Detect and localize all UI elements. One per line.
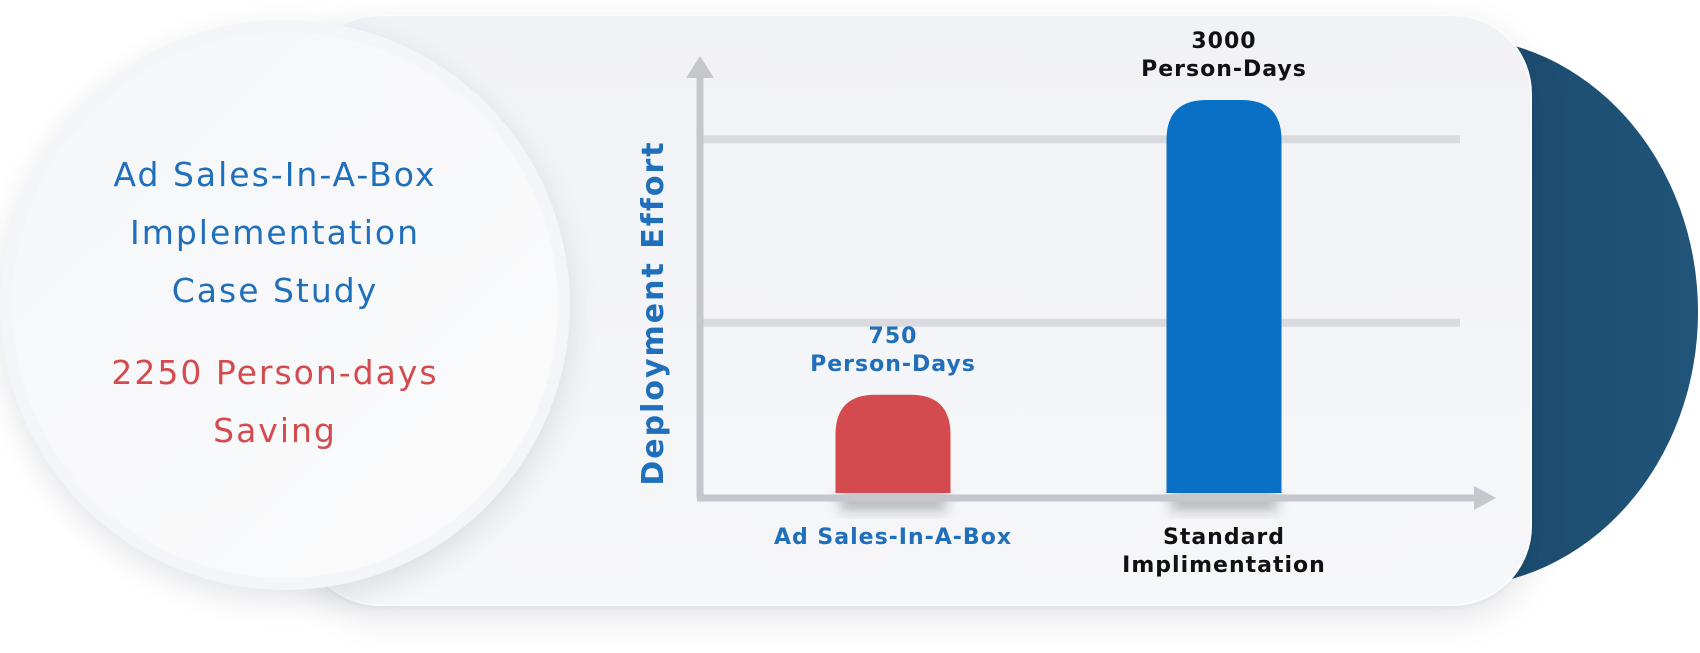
data-label-2-line-1: 3000 <box>1191 29 1256 54</box>
category-label-2-line-2: Implimentation <box>1122 553 1326 578</box>
data-label-2-line-2: Person-Days <box>1141 57 1307 82</box>
label-layer: 750 Person-Days Ad Sales-In-A-Box 3000 Perso… <box>774 29 1326 578</box>
data-label-1-line-1: 750 <box>869 324 918 349</box>
bar-2 <box>1166 100 1282 493</box>
y-axis-arrow <box>686 56 714 78</box>
x-axis-arrow <box>1474 486 1496 510</box>
data-label-1-line-2: Person-Days <box>810 352 976 377</box>
grid-layer <box>703 135 1460 327</box>
case-study-title-line-2: Implementation <box>129 213 421 252</box>
axis-layer <box>686 56 1496 510</box>
bar-layer <box>835 100 1282 493</box>
case-study-circle-inner <box>12 32 558 578</box>
case-study-title-line-1: Ad Sales-In-A-Box <box>113 155 437 194</box>
case-study-title-line-3: Case Study <box>171 271 379 310</box>
bar-1 <box>835 394 951 493</box>
case-study-circle: Ad Sales-In-A-Box Implementation Case St… <box>0 20 570 590</box>
category-label-1-line-1: Ad Sales-In-A-Box <box>774 525 1012 550</box>
category-label-2-line-1: Standard <box>1163 525 1285 550</box>
saving-line-2: Saving <box>213 411 337 450</box>
y-axis-label: Deployment Effort <box>636 140 671 485</box>
saving-line-1: 2250 Person-days <box>111 353 439 392</box>
